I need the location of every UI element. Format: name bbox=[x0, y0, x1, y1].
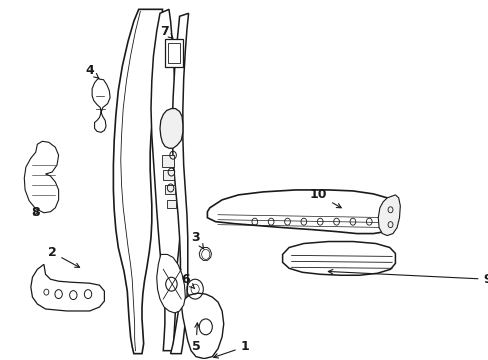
Polygon shape bbox=[162, 155, 174, 167]
Polygon shape bbox=[156, 255, 185, 313]
Text: 8: 8 bbox=[31, 206, 40, 219]
Polygon shape bbox=[31, 264, 104, 311]
Text: 9: 9 bbox=[327, 270, 488, 286]
Text: 2: 2 bbox=[48, 246, 80, 267]
Text: 3: 3 bbox=[191, 231, 203, 249]
Text: 7: 7 bbox=[160, 24, 173, 38]
Polygon shape bbox=[160, 109, 183, 148]
Polygon shape bbox=[181, 293, 224, 359]
Polygon shape bbox=[24, 141, 59, 213]
Text: 5: 5 bbox=[191, 323, 200, 353]
Text: 6: 6 bbox=[181, 273, 194, 289]
Polygon shape bbox=[164, 185, 174, 194]
Polygon shape bbox=[164, 39, 183, 67]
Polygon shape bbox=[151, 9, 181, 351]
Text: 10: 10 bbox=[309, 188, 341, 208]
Polygon shape bbox=[199, 247, 211, 260]
Polygon shape bbox=[170, 13, 188, 354]
Polygon shape bbox=[168, 43, 179, 63]
Polygon shape bbox=[378, 195, 400, 235]
Polygon shape bbox=[113, 9, 162, 354]
Polygon shape bbox=[207, 190, 398, 234]
Polygon shape bbox=[166, 200, 175, 208]
Polygon shape bbox=[163, 170, 174, 180]
Polygon shape bbox=[282, 242, 395, 275]
Text: 4: 4 bbox=[85, 64, 99, 78]
Text: 1: 1 bbox=[213, 340, 249, 358]
Polygon shape bbox=[92, 79, 110, 132]
